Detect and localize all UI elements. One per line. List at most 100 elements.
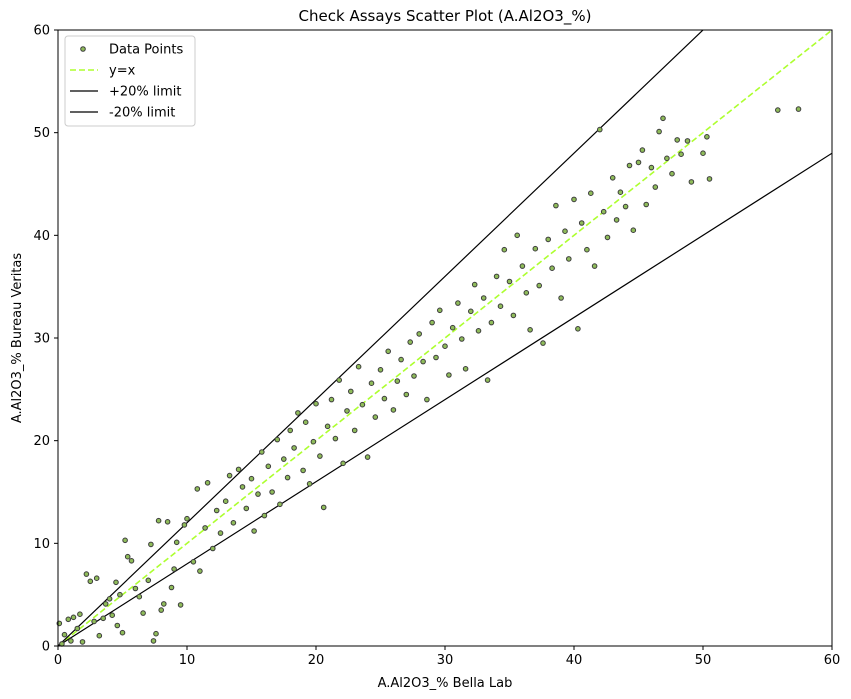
data-point — [210, 545, 216, 552]
data-point — [575, 326, 581, 332]
data-point — [222, 498, 229, 505]
data-point — [148, 541, 154, 548]
data-point — [83, 571, 90, 577]
data-point — [368, 380, 375, 387]
data-point — [609, 175, 616, 181]
data-point — [181, 522, 188, 528]
data-point — [119, 629, 126, 636]
data-point — [480, 295, 487, 301]
data-point — [455, 300, 461, 306]
data-point — [617, 189, 624, 195]
data-point — [669, 170, 675, 177]
data-point — [302, 419, 309, 426]
data-point — [493, 273, 500, 280]
data-point — [553, 202, 559, 209]
x-tick-label: 10 — [179, 653, 196, 668]
data-point — [251, 528, 257, 534]
data-point — [226, 472, 233, 479]
data-point — [372, 414, 379, 420]
x-tick-label: 60 — [824, 653, 841, 668]
line-y-x — [58, 30, 832, 646]
data-point — [394, 378, 401, 384]
data-point — [158, 607, 164, 613]
data-point — [656, 128, 662, 135]
data-point — [122, 537, 128, 544]
data-point — [626, 162, 633, 169]
legend-marker-data-points — [80, 46, 86, 52]
data-point — [527, 327, 533, 333]
data-point — [124, 553, 131, 560]
data-point — [295, 410, 301, 416]
data-point — [775, 107, 781, 113]
data-point — [348, 388, 354, 395]
x-tick-label: 40 — [566, 653, 583, 668]
data-point — [648, 164, 655, 171]
y-tick-label: 50 — [33, 126, 50, 141]
data-point — [164, 519, 171, 525]
data-point — [313, 400, 319, 407]
data-point — [320, 504, 327, 511]
data-point — [519, 263, 526, 269]
data-point — [269, 489, 275, 495]
data-point — [91, 618, 97, 625]
x-axis-ticks: 0 10 20 30 40 50 60 — [54, 646, 840, 668]
data-point — [613, 217, 620, 223]
y-tick-label: 30 — [33, 332, 50, 347]
data-point — [497, 303, 504, 310]
x-tick-label: 20 — [308, 653, 325, 668]
data-point — [287, 427, 294, 434]
data-point — [128, 558, 135, 564]
data-point — [449, 324, 456, 331]
data-point — [678, 151, 684, 157]
data-point — [562, 228, 568, 234]
legend: Data Points y=x +20% limit -20% limit — [64, 35, 196, 127]
data-point — [403, 391, 410, 398]
data-point — [545, 236, 552, 243]
data-point — [501, 246, 508, 253]
data-point — [61, 631, 68, 638]
x-tick-label: 30 — [437, 653, 454, 668]
data-point — [213, 507, 220, 514]
data-point — [150, 638, 157, 644]
data-point — [114, 622, 121, 629]
legend-entry-label: -20% limit — [109, 106, 175, 121]
y-tick-label: 10 — [33, 537, 50, 552]
data-point — [300, 467, 306, 474]
data-point — [70, 614, 77, 621]
data-point — [446, 372, 452, 378]
data-point — [310, 438, 317, 445]
data-point — [475, 328, 482, 334]
data-point — [274, 436, 281, 443]
data-point — [239, 484, 246, 490]
y-tick-label: 0 — [42, 640, 50, 655]
data-point — [700, 150, 706, 156]
data-point — [622, 203, 629, 210]
data-point — [566, 256, 572, 262]
data-point — [471, 281, 478, 288]
data-point — [578, 220, 585, 226]
data-point — [385, 348, 392, 355]
data-point — [117, 591, 123, 598]
data-point — [93, 575, 100, 582]
data-points-layer — [56, 106, 802, 647]
data-point — [243, 505, 250, 512]
data-point — [291, 445, 297, 451]
data-point — [558, 295, 564, 301]
data-point — [462, 366, 469, 372]
data-point — [523, 290, 530, 296]
data-point — [506, 278, 513, 285]
y-tick-label: 60 — [33, 24, 50, 39]
data-point — [664, 155, 670, 162]
legend-box — [64, 35, 196, 127]
data-point — [416, 331, 423, 337]
data-point — [113, 579, 119, 586]
data-point — [100, 615, 106, 622]
data-point — [344, 408, 350, 414]
legend-entry-label: +20% limit — [109, 85, 182, 100]
data-point — [571, 196, 577, 203]
data-point — [194, 486, 201, 492]
data-point — [259, 449, 265, 455]
data-point — [87, 578, 94, 585]
data-point — [255, 491, 261, 497]
data-point — [639, 147, 646, 153]
